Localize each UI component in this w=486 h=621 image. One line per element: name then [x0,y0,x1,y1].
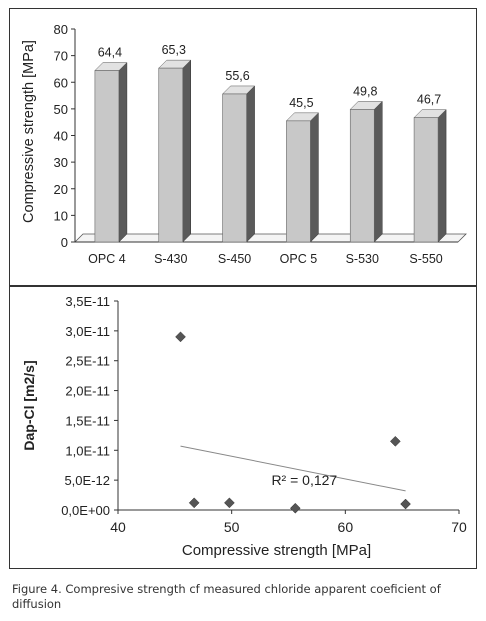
y-tick-label: 2,5E-11 [65,354,110,369]
bar-data-label: 45,5 [289,96,313,110]
bar [94,70,120,243]
y-tick-label: 0 [61,235,68,250]
bar-side [118,61,128,243]
y-tick-label: 20 [54,182,68,197]
x-axis-title: Compressive strength [MPa] [182,542,371,559]
y-tick-label: 5,0E-12 [64,473,110,488]
bar-data-label: 55,6 [225,69,249,83]
trendline [180,445,406,492]
scatter-point [175,331,186,343]
bar-side [182,59,191,243]
x-tick-label: 40 [110,519,126,535]
bar-data-label: 65,3 [162,43,186,57]
bar [349,109,375,243]
x-category-label: OPC 5 [280,252,318,266]
y-tick-label: 60 [54,75,68,90]
x-category-label: OPC 4 [88,252,126,266]
bar-side [246,85,255,243]
x-tick-label: 60 [338,519,354,535]
bar [413,117,439,243]
bar-side [374,100,383,243]
scatter-point [224,497,235,509]
r-squared-annotation: R² = 0,127 [271,472,337,488]
y-tick-label: 3,0E-11 [65,324,110,339]
bar-chart-panel: 0 10 20 30 40 50 60 70 80 Compressive strength [M… [9,8,477,286]
scatter-point [188,497,200,509]
figure-caption: Figure 4. Compresive strength cf measure… [12,582,441,611]
bar-data-label: 64,4 [98,46,122,60]
scatter-chart: 0,0E+00 5,0E-12 1,0E-11 1,5E-11 2,0E-11 2,5E-… [21,294,467,559]
x-tick-label: 50 [224,519,240,535]
bar-data-label: 46,7 [417,93,441,107]
bar [222,93,247,243]
y-tick-label: 2,0E-11 [65,384,110,399]
y-tick-label: 0,0E+00 [61,503,110,518]
scatter-point [389,435,401,447]
y-tick-label: 10 [54,208,68,223]
y-tick-label: 1,0E-11 [65,443,110,458]
y-tick-label: 40 [54,129,68,144]
chart-floor [74,233,467,243]
y-tick-label: 1,5E-11 [65,413,110,428]
y-tick-label: 50 [54,102,68,117]
bar [286,120,311,243]
bar-side [437,109,447,243]
x-category-label: S-430 [154,252,187,266]
bar-side [310,112,319,243]
x-category-label: S-550 [409,252,442,266]
y-axis-title: Compressive strength [MPa] [21,40,37,223]
y-tick-label: 80 [54,22,68,37]
scatter-point [289,502,301,514]
y-tick-label: 30 [54,155,68,170]
bar-data-label: 49,8 [353,84,377,98]
bar-chart: 0 10 20 30 40 50 60 70 80 Compressive strength [M… [21,22,467,266]
scatter-point [400,498,411,510]
bar [158,67,184,243]
x-category-label: S-450 [218,252,251,266]
y-tick-label: 3,5E-11 [65,294,110,309]
x-tick-label: 70 [451,519,467,535]
y-axis-title: Dap-Cl [m2/s] [21,360,37,450]
x-category-label: S-530 [346,252,379,266]
y-tick-label: 70 [54,49,68,64]
scatter-chart-panel: 0,0E+00 5,0E-12 1,0E-11 1,5E-11 2,0E-11 2,5E-… [9,286,477,569]
